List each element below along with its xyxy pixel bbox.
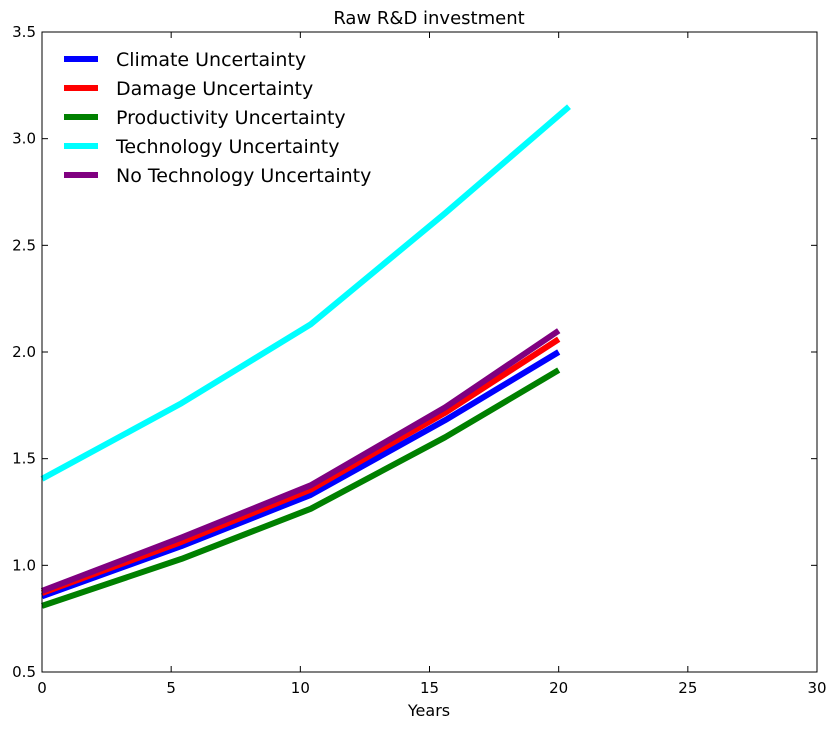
legend: Climate Uncertainty Damage Uncertainty Pro… [64,49,371,187]
series-line-0 [40,349,561,600]
legend-label: Damage Uncertainty [116,78,313,100]
series-layer [40,104,571,609]
chart-title: Raw R&D investment [333,8,524,29]
series-line-1 [40,336,561,596]
x-tick-label: 25 [678,679,697,697]
y-tick-label: 3.0 [12,130,36,148]
y-tick-label: 2.5 [12,236,36,254]
x-tick-label: 15 [420,679,439,697]
x-axis-label: Years [407,701,450,720]
legend-label: Climate Uncertainty [116,49,306,71]
series-line-3 [40,104,571,482]
y-tick-label: 3.5 [12,23,36,41]
y-tick-label: 0.5 [12,663,36,681]
x-tick-label: 20 [549,679,568,697]
series-line-2 [41,367,561,609]
y-tick-label: 1.0 [12,556,36,574]
x-tick-label: 30 [807,679,826,697]
series-line-4 [40,328,561,594]
legend-label: Technology Uncertainty [115,136,339,158]
x-tick-label: 0 [37,679,47,697]
x-tick-label: 10 [291,679,310,697]
x-tick-label: 5 [166,679,176,697]
y-tick-label: 2.0 [12,343,36,361]
legend-label: No Technology Uncertainty [116,165,371,187]
ticks-layer: 0 5 10 15 20 25 30 0.5 1.0 1.5 2.0 2.5 3.0 3.5 [12,23,826,697]
legend-label: Productivity Uncertainty [116,107,346,129]
y-tick-label: 1.5 [12,450,36,468]
